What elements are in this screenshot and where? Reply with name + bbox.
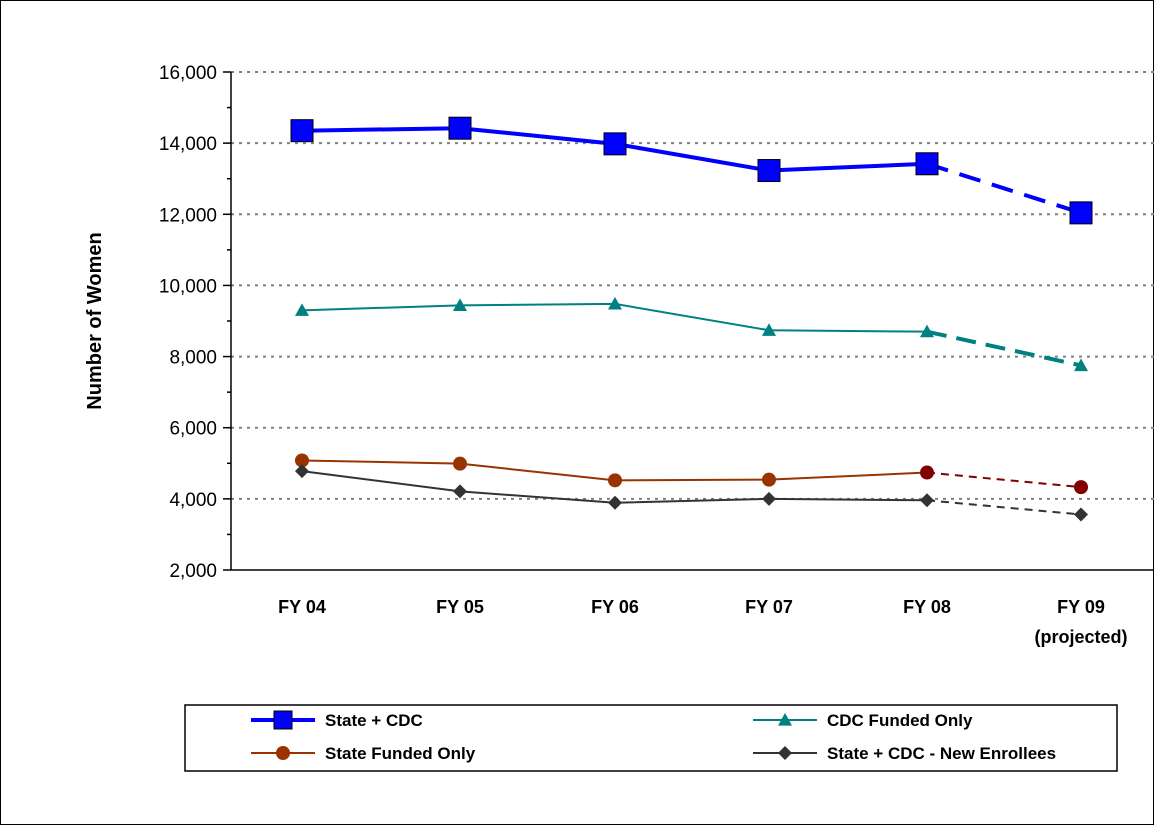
y-axis-label: Number of Women — [84, 232, 106, 409]
data-point — [453, 298, 467, 311]
y-tick-label: 2,000 — [169, 561, 217, 582]
axes — [223, 71, 1154, 571]
legend-box — [184, 704, 1118, 772]
data-point — [920, 324, 934, 338]
x-tick-sublabel: (projected) — [1034, 627, 1127, 647]
data-point — [295, 303, 309, 316]
data-point — [915, 152, 939, 176]
data-point — [453, 484, 467, 499]
data-point — [608, 473, 622, 488]
x-tick-label: FY 05 — [436, 597, 484, 617]
series-group — [295, 453, 1088, 495]
y-tick-label: 8,000 — [169, 348, 217, 369]
y-tick-labels: 2,000 4,000 6,000 8,000 10,000 12,000 14,000 16… — [159, 63, 217, 582]
data-point — [603, 132, 627, 156]
series-line-projected — [926, 499, 1082, 516]
x-tick-label: FY 04 — [278, 597, 326, 617]
y-tick-label: 10,000 — [159, 276, 217, 297]
data-point — [273, 710, 293, 730]
y-tick-label: 14,000 — [159, 134, 217, 155]
series-lines — [290, 116, 1093, 522]
legend-label: CDC Funded Only — [827, 711, 973, 730]
y-tick-label: 16,000 — [159, 63, 217, 84]
legend: State + CDC CDC Funded Only State Funded O… — [184, 704, 1118, 772]
series-group — [295, 296, 1088, 372]
data-point — [290, 119, 314, 143]
data-point — [920, 493, 934, 508]
data-point — [762, 491, 776, 506]
y-tick-label: 6,000 — [169, 419, 217, 440]
x-tick-label: FY 08 — [903, 597, 951, 617]
data-point — [295, 453, 309, 468]
data-point — [1069, 201, 1093, 225]
data-point — [762, 323, 776, 336]
data-point — [276, 746, 290, 760]
data-point — [608, 495, 622, 510]
data-point — [295, 464, 309, 479]
gridlines — [231, 71, 1154, 500]
data-point — [448, 116, 472, 140]
data-point — [1074, 507, 1088, 522]
data-point — [1074, 480, 1088, 495]
series-group — [295, 464, 1088, 522]
legend-label: State + CDC - New Enrollees — [827, 744, 1056, 763]
x-tick-label: FY 06 — [591, 597, 639, 617]
data-point — [778, 713, 792, 726]
data-point — [778, 746, 792, 760]
legend-label: State + CDC — [325, 711, 423, 730]
x-tick-label: FY 09 — [1057, 597, 1105, 617]
data-point — [762, 472, 776, 487]
y-tick-label: 12,000 — [159, 205, 217, 226]
series-line-projected — [926, 329, 1082, 368]
x-tick-labels: FY 04 FY 05 FY 06 FY 07 FY 08 FY 09 (projected… — [278, 597, 1127, 647]
series-line-projected — [926, 161, 1082, 215]
data-point — [920, 465, 934, 480]
series-line-projected — [926, 471, 1082, 489]
series-group — [290, 116, 1093, 225]
data-point — [453, 456, 467, 471]
data-point — [608, 296, 622, 310]
data-point — [757, 159, 781, 183]
data-point — [1074, 358, 1088, 372]
y-tick-label: 4,000 — [169, 490, 217, 511]
legend-label: State Funded Only — [325, 744, 476, 763]
x-tick-label: FY 07 — [745, 597, 793, 617]
